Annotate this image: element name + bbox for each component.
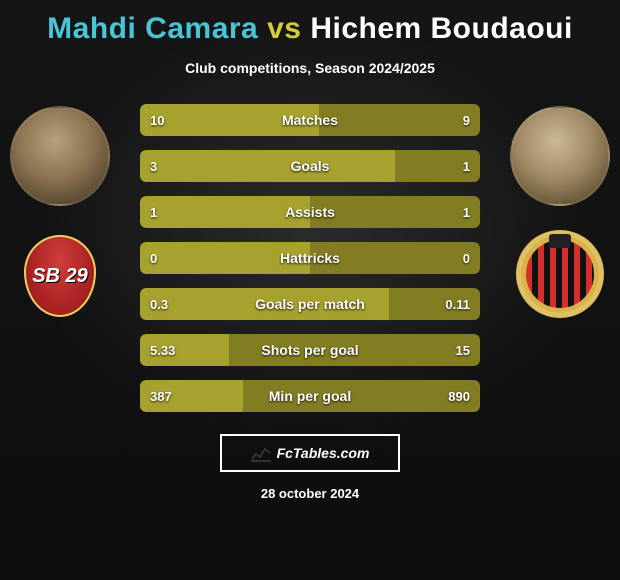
- stat-left-value: 387: [140, 380, 182, 412]
- vs-label: vs: [267, 12, 301, 45]
- comparison-chart: SB 29 109Matches31Goals11Assists00Hattri…: [0, 104, 620, 412]
- stat-left-value: 1: [140, 196, 167, 228]
- stat-left-value: 5.33: [140, 334, 185, 366]
- stat-left-value: 10: [140, 104, 174, 136]
- stat-right-value: 9: [453, 104, 480, 136]
- stat-row: 5.3315Shots per goal: [140, 334, 480, 366]
- stat-left-value: 0.3: [140, 288, 178, 320]
- player2-club-crest: [520, 234, 600, 314]
- brand-text: FcTables.com: [277, 445, 370, 461]
- crest-right-graphic: [521, 235, 599, 313]
- stat-left-value: 3: [140, 150, 167, 182]
- brand-box: FcTables.com: [220, 434, 400, 472]
- stat-right-value: 15: [446, 334, 480, 366]
- comparison-title: Mahdi Camara vs Hichem Boudaoui: [47, 12, 573, 46]
- bar-left-segment: [140, 150, 395, 182]
- player2-name: Hichem Boudaoui: [310, 12, 573, 45]
- stat-row: 11Assists: [140, 196, 480, 228]
- stat-right-value: 890: [438, 380, 480, 412]
- stat-right-value: 0: [453, 242, 480, 274]
- stat-row: 109Matches: [140, 104, 480, 136]
- stat-right-value: 1: [453, 196, 480, 228]
- bar-right-segment: [229, 334, 480, 366]
- player1-name: Mahdi Camara: [47, 12, 258, 45]
- stat-row: 31Goals: [140, 150, 480, 182]
- stat-left-value: 0: [140, 242, 167, 274]
- stat-right-value: 0.11: [435, 288, 480, 320]
- crest-left-text: SB 29: [32, 268, 88, 285]
- stat-row: 0.30.11Goals per match: [140, 288, 480, 320]
- subtitle: Club competitions, Season 2024/2025: [185, 60, 435, 76]
- stat-bars: 109Matches31Goals11Assists00Hattricks0.3…: [140, 104, 480, 412]
- player1-club-crest: SB 29: [20, 234, 100, 314]
- brand-logo-icon: [251, 444, 271, 462]
- player1-avatar: [10, 106, 110, 206]
- stat-row: 387890Min per goal: [140, 380, 480, 412]
- player2-avatar: [510, 106, 610, 206]
- footer-date: 28 october 2024: [261, 486, 359, 501]
- stat-right-value: 1: [453, 150, 480, 182]
- stat-row: 00Hattricks: [140, 242, 480, 274]
